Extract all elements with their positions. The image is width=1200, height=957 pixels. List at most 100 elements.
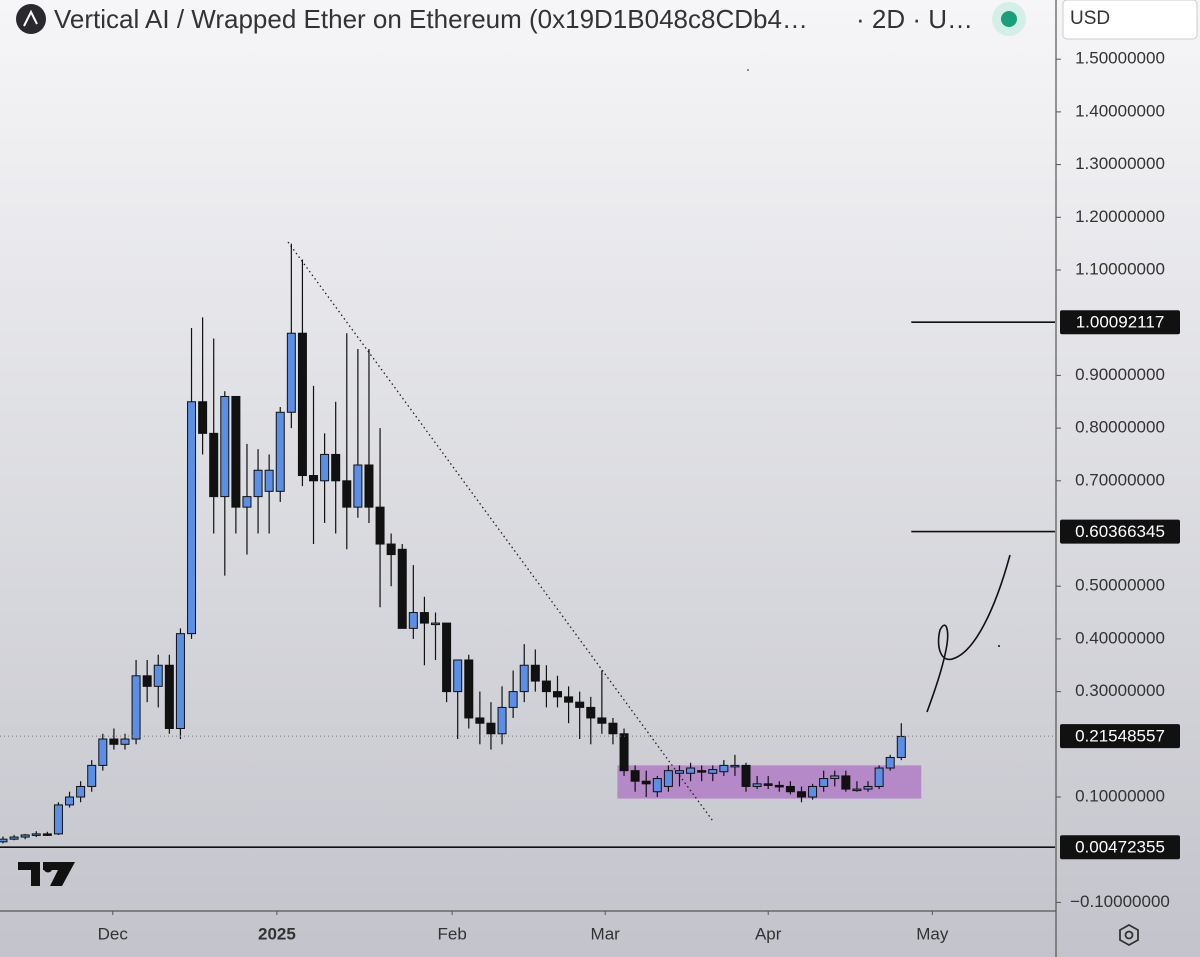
candle-body xyxy=(552,691,562,698)
candle-body xyxy=(442,622,452,693)
candle-body xyxy=(652,778,662,793)
y-tick-label: 1.20000000 xyxy=(1075,207,1165,226)
y-tick-label: 1.40000000 xyxy=(1075,101,1165,120)
x-tick-label: Dec xyxy=(98,924,129,943)
candle-body xyxy=(619,733,629,772)
candle-body xyxy=(364,464,374,508)
candle-body xyxy=(309,475,319,482)
hand-dot xyxy=(998,645,1000,647)
candle-body xyxy=(153,664,163,687)
y-tick-label: −0.10000000 xyxy=(1070,892,1170,911)
y-tick-label: 0.30000000 xyxy=(1075,681,1165,700)
candle-body xyxy=(187,401,197,635)
candle-body xyxy=(408,612,418,629)
y-tick-label: 0.40000000 xyxy=(1075,628,1165,647)
candle-body xyxy=(453,659,463,693)
candle-body xyxy=(431,622,441,626)
candle-body xyxy=(120,738,130,745)
candle-body xyxy=(164,664,174,729)
candle-body xyxy=(286,332,296,413)
y-tick-label: 1.50000000 xyxy=(1075,49,1165,68)
candle-body xyxy=(297,332,307,477)
candle-body xyxy=(752,783,762,787)
candle-body xyxy=(686,767,696,774)
candle-body xyxy=(663,770,673,787)
candle-body xyxy=(0,838,8,843)
candle-body xyxy=(575,701,585,708)
candle-body xyxy=(819,778,829,787)
candle-body xyxy=(586,706,596,719)
candle-body xyxy=(209,432,219,498)
candle-body xyxy=(253,469,263,498)
token-logo xyxy=(16,4,46,34)
candle-body xyxy=(841,775,851,790)
y-tick-label: 0.50000000 xyxy=(1075,576,1165,595)
candle-body xyxy=(275,411,285,492)
plot-area xyxy=(0,241,1055,849)
price-label-box xyxy=(1060,310,1180,335)
candle-body xyxy=(863,785,873,790)
candle-body xyxy=(741,764,751,787)
candle-body xyxy=(796,791,806,798)
candle-body xyxy=(697,770,707,773)
candle-body xyxy=(142,675,152,687)
candle-body xyxy=(896,735,906,758)
candle-body xyxy=(730,764,740,768)
candle-body xyxy=(98,738,108,766)
settings-icon xyxy=(1124,930,1134,940)
candle-body xyxy=(464,659,474,719)
candle-body xyxy=(231,395,241,508)
candle-body xyxy=(109,738,119,745)
candle-body xyxy=(541,680,551,693)
trend-line xyxy=(287,241,715,823)
hand-drawing xyxy=(926,554,1011,713)
price-label-box xyxy=(1060,724,1180,749)
candle-body xyxy=(608,722,618,735)
token-logo-mark xyxy=(23,9,38,27)
candle-body xyxy=(530,664,540,682)
candle-body xyxy=(386,543,396,556)
price-label: 0.00472355 xyxy=(1075,838,1165,857)
x-tick-label: 2025 xyxy=(258,924,296,943)
candle-body xyxy=(475,717,485,724)
candle-body xyxy=(774,784,784,788)
y-tick-label: 0.70000000 xyxy=(1075,470,1165,489)
candle-body xyxy=(198,401,208,434)
currency-select[interactable] xyxy=(1062,0,1198,40)
price-label-box xyxy=(1060,519,1180,544)
x-tick-label: Mar xyxy=(591,924,621,943)
candle-body xyxy=(763,783,773,786)
candle-body xyxy=(830,775,840,780)
candle-body xyxy=(65,796,75,806)
hand-dot xyxy=(747,69,749,71)
candle-body xyxy=(220,395,230,498)
candle-body xyxy=(719,764,729,773)
settings-button[interactable] xyxy=(1119,923,1139,947)
candle-body xyxy=(375,506,385,545)
candle-body xyxy=(852,788,862,792)
candle-body xyxy=(674,770,684,774)
candle-body xyxy=(31,833,41,836)
candle-body xyxy=(397,548,407,629)
chart-title: Vertical AI / Wrapped Ether on Ethereum … xyxy=(54,4,808,34)
candle-body xyxy=(87,764,97,787)
interval: · 2D · U… xyxy=(856,4,973,34)
candle-body xyxy=(519,664,529,693)
candle-body xyxy=(508,691,518,708)
price-label: 1.00092117 xyxy=(1076,313,1165,332)
y-tick-label: 0.10000000 xyxy=(1075,786,1165,805)
y-tick-label: 1.10000000 xyxy=(1075,259,1165,278)
candle-body xyxy=(486,722,496,735)
candle-body xyxy=(497,706,507,735)
candle-body xyxy=(53,804,63,835)
candle-body xyxy=(175,633,185,729)
candle-body xyxy=(242,496,252,508)
candle-body xyxy=(320,453,330,482)
y-tick-label: 0.80000000 xyxy=(1075,418,1165,437)
tv-logo xyxy=(18,862,75,886)
candle-body xyxy=(419,612,429,624)
candle-body xyxy=(630,770,640,782)
status-dot xyxy=(1001,11,1017,27)
